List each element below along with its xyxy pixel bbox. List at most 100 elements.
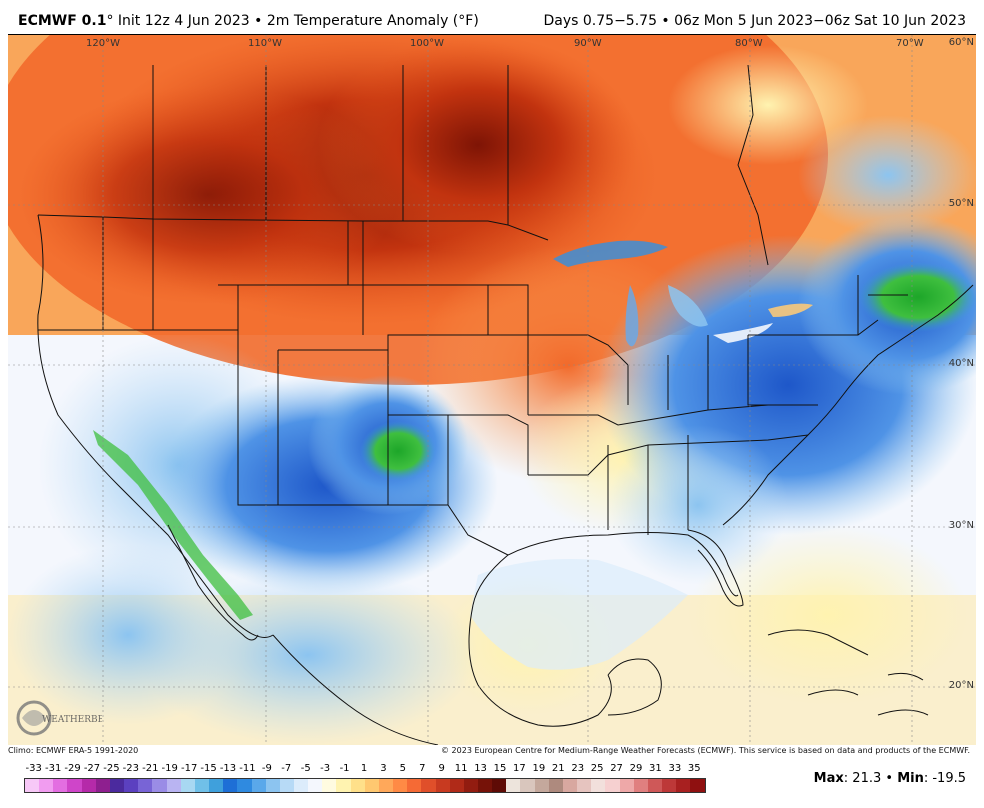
scale-tick-label: -27 xyxy=(83,763,101,774)
scale-tick-label: -15 xyxy=(200,763,217,774)
lon-label-100w: 100°W xyxy=(410,38,444,49)
scale-swatch xyxy=(633,779,648,792)
scale-tick-label: 21 xyxy=(551,763,565,774)
scale-tick-label: -3 xyxy=(320,763,331,774)
scale-swatch xyxy=(591,779,606,792)
scale-tick-label: 15 xyxy=(493,763,507,774)
copyright-note: © 2023 European Centre for Medium-Range … xyxy=(441,746,970,755)
lat-label-60n: 60°N xyxy=(948,37,974,48)
lat-label-40n: 40°N xyxy=(948,358,974,369)
scale-tick-label: 31 xyxy=(649,763,662,774)
scale-tick-label: -29 xyxy=(64,763,81,774)
scale-swatch xyxy=(506,779,521,792)
max-min-readout: Max: 21.3 • Min: -19.5 xyxy=(813,771,966,786)
scale-swatch xyxy=(520,779,535,792)
scale-tick-label: -31 xyxy=(44,763,62,774)
scale-swatch xyxy=(279,779,294,792)
scale-swatch xyxy=(492,779,507,792)
scale-tick-label: 3 xyxy=(380,763,387,774)
scale-swatch xyxy=(378,779,394,792)
scale-swatch xyxy=(478,779,493,792)
scale-tick-label: 23 xyxy=(571,763,585,774)
scale-swatch xyxy=(152,779,167,792)
scale-swatch xyxy=(577,779,592,792)
scale-swatch xyxy=(209,779,224,792)
scale-tick-label: 1 xyxy=(360,763,368,774)
anomaly-map: 120°W 110°W 100°W 90°W 80°W 70°W 60°N 50… xyxy=(8,34,976,745)
scale-tick-label: 5 xyxy=(399,763,407,774)
max-value: 21.3 xyxy=(852,771,882,786)
scale-tick-label: -11 xyxy=(239,763,256,774)
scale-swatch xyxy=(124,779,139,792)
scale-swatch xyxy=(293,779,309,792)
scale-tick-label: -7 xyxy=(281,763,292,774)
scale-swatch xyxy=(435,779,450,792)
init-text: ° Init 12z 4 Jun 2023 • 2m Temperature A… xyxy=(106,13,479,29)
scale-swatch xyxy=(138,779,153,792)
min-value: -19.5 xyxy=(932,771,966,786)
scale-swatch xyxy=(265,779,280,792)
scale-swatch xyxy=(421,779,436,792)
map-title: ECMWF 0.1° Init 12z 4 Jun 2023 • 2m Temp… xyxy=(18,13,479,29)
scale-swatch xyxy=(364,779,379,792)
scale-swatch xyxy=(662,779,677,792)
scale-tick-label: 11 xyxy=(454,763,468,774)
weatherbell-logo: WEATHERBELL xyxy=(16,700,102,736)
scale-swatch xyxy=(81,779,96,792)
scale-swatch xyxy=(647,779,663,792)
lon-label-90w: 90°W xyxy=(574,38,602,49)
scale-swatch xyxy=(53,779,68,792)
scale-tick-label: 27 xyxy=(610,763,623,774)
scale-tick-label: -21 xyxy=(142,763,159,774)
scale-swatch xyxy=(407,779,422,792)
scale-swatch xyxy=(393,779,408,792)
scale-tick-label: 33 xyxy=(668,763,682,774)
scale-tick-label: 13 xyxy=(474,763,487,774)
scale-swatch xyxy=(109,779,125,792)
scale-swatch xyxy=(166,779,181,792)
scale-tick-label: 29 xyxy=(629,763,643,774)
footer: Climo: ECMWF ERA-5 1991-2020 © 2023 Euro… xyxy=(0,744,984,808)
valid-period: Days 0.75−5.75 • 06z Mon 5 Jun 2023−06z … xyxy=(543,13,966,29)
min-label: Min xyxy=(897,771,924,786)
scale-swatch xyxy=(223,779,238,792)
max-label: Max xyxy=(813,771,844,786)
scale-tick-label: -23 xyxy=(122,763,140,774)
lon-label-110w: 110°W xyxy=(248,38,282,49)
lat-label-20n: 20°N xyxy=(948,680,974,691)
lon-label-80w: 80°W xyxy=(735,38,763,49)
scale-swatch xyxy=(534,779,549,792)
scale-tick-label: 25 xyxy=(590,763,604,774)
lat-label-50n: 50°N xyxy=(948,198,974,209)
scale-swatch xyxy=(676,779,691,792)
scale-swatch xyxy=(350,779,365,792)
svg-text:WEATHERBELL: WEATHERBELL xyxy=(42,715,102,725)
scale-tick-label: -1 xyxy=(339,763,350,774)
color-bar xyxy=(24,778,706,793)
map-canvas xyxy=(8,35,976,745)
scale-swatch xyxy=(619,779,634,792)
scale-swatch xyxy=(336,779,351,792)
scale-tick-label: -13 xyxy=(219,763,237,774)
scale-swatch xyxy=(605,779,620,792)
scale-swatch xyxy=(322,779,337,792)
color-scale: -33 -31 -29 -27 -25 -23 -21 -19 -17 -15 -13 -11 -9 -7… xyxy=(14,763,706,795)
scale-tick-label: 19 xyxy=(532,763,546,774)
scale-swatch xyxy=(25,779,40,792)
scale-swatch xyxy=(548,779,563,792)
lon-label-70w: 70°W xyxy=(896,38,924,49)
scale-tick-label: 17 xyxy=(513,763,526,774)
scale-swatch xyxy=(180,779,195,792)
scale-swatch xyxy=(251,779,266,792)
model-name: ECMWF 0.1 xyxy=(18,13,107,29)
climo-note: Climo: ECMWF ERA-5 1991-2020 xyxy=(8,746,139,755)
scale-swatch xyxy=(95,779,110,792)
lat-label-30n: 30°N xyxy=(948,520,974,531)
scale-tick-label: -19 xyxy=(161,763,178,774)
scale-tick-label: -17 xyxy=(180,763,198,774)
header: ECMWF 0.1° Init 12z 4 Jun 2023 • 2m Temp… xyxy=(0,0,984,34)
lon-label-120w: 120°W xyxy=(86,38,120,49)
scale-tick-label: -33 xyxy=(25,763,42,774)
scale-tick-label: -9 xyxy=(261,763,272,774)
scale-swatch xyxy=(67,779,82,792)
